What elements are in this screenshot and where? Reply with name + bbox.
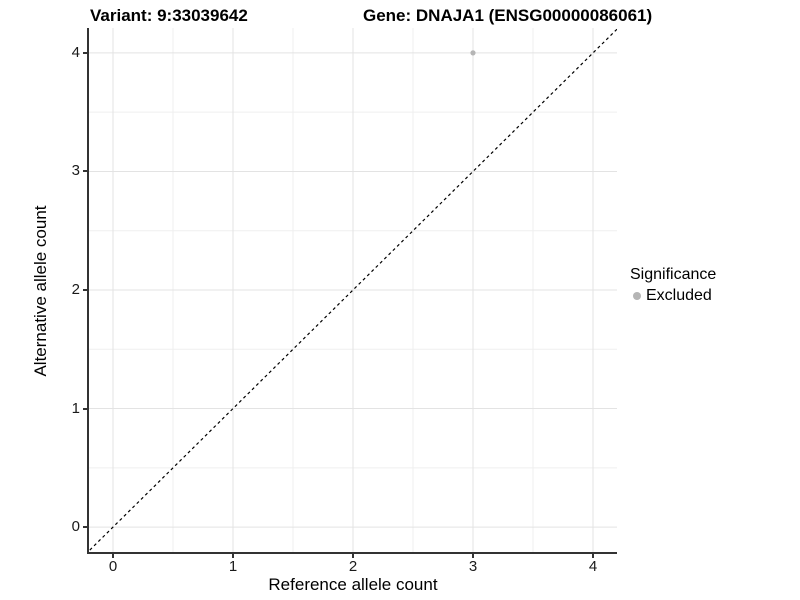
gene-title: Gene: DNAJA1 (ENSG00000086061): [363, 6, 653, 25]
y-tick-mark: [83, 289, 87, 291]
x-axis: 0 1 2 3 4: [89, 554, 617, 580]
y-tick-label: 1: [71, 399, 80, 417]
y-tick-mark: [83, 407, 87, 410]
y-tick-mark: [83, 170, 87, 173]
x-tick-label: 3: [468, 558, 478, 575]
y-tick-label: 3: [71, 162, 80, 180]
y-tick-label: 0: [71, 518, 80, 536]
x-tick-label: 4: [588, 558, 598, 575]
legend-title: Significance: [630, 266, 717, 283]
x-tick-mark: [472, 554, 474, 558]
legend-item-label: Excluded: [646, 287, 712, 304]
y-tick-mark: [83, 526, 87, 529]
y-tick-label: 4: [71, 43, 80, 61]
y-tick-mark: [83, 51, 87, 54]
x-tick-mark: [232, 554, 234, 558]
x-axis-title: Reference allele count: [268, 575, 438, 594]
y-tick-label: 2: [71, 281, 80, 298]
x-tick-label: 1: [228, 558, 238, 575]
plot-panel: [87, 28, 617, 554]
x-tick-mark: [592, 554, 594, 558]
y-axis: 0 1 2 3 4: [0, 28, 87, 552]
legend-item-excluded: Excluded: [628, 287, 716, 305]
excluded-point-icon: [633, 292, 641, 300]
plot-svg: [89, 28, 617, 552]
legend: Significance Excluded: [628, 266, 716, 305]
data-point: [470, 50, 476, 56]
x-tick-mark: [352, 554, 354, 558]
x-tick-mark: [112, 554, 114, 558]
x-tick-label: 2: [348, 558, 358, 575]
variant-title: Variant: 9:33039642: [90, 6, 248, 25]
x-tick-label: 0: [108, 558, 118, 575]
y-axis-title: Alternative allele count: [31, 205, 50, 377]
identity-reference-line: [89, 28, 617, 552]
